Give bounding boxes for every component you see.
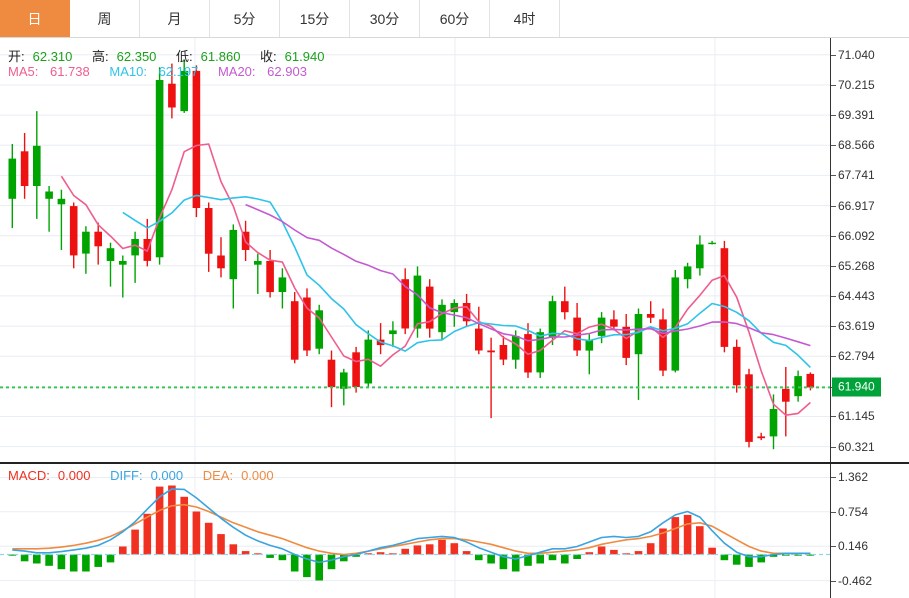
last-price-badge: 61.940: [832, 377, 881, 397]
tab-60min[interactable]: 60分: [420, 0, 490, 37]
price-tickmark: [831, 84, 836, 86]
price-axis-tick: 62.794: [838, 349, 875, 364]
price-axis-tick: 66.092: [838, 228, 875, 243]
price-axis-tick: 68.566: [838, 138, 875, 153]
price-axis-tick: 66.917: [838, 198, 875, 213]
macd-tickmark: [831, 477, 836, 479]
price-tickmark: [831, 54, 836, 56]
tab-60min-label: 60分: [439, 10, 470, 27]
macd-plot-area[interactable]: [0, 464, 830, 598]
tab-30min-label: 30分: [369, 10, 400, 27]
tab-month-label: 月: [167, 10, 182, 27]
price-tickmark: [831, 356, 836, 358]
tab-4hour-label: 4时: [513, 10, 536, 27]
price-tickmark: [831, 295, 836, 297]
tab-5min-label: 5分: [233, 10, 256, 27]
price-tickmark: [831, 416, 836, 418]
price-axis-tick: 69.391: [838, 108, 875, 123]
tab-day[interactable]: 日: [0, 0, 70, 37]
price-axis-tick: 63.619: [838, 319, 875, 334]
macd-svg: [0, 464, 830, 598]
macd-chart-panel[interactable]: 1.362 0.754 0.146 -0.462: [0, 464, 909, 598]
price-tickmark: [831, 265, 836, 267]
price-axis-tick: 64.443: [838, 288, 875, 303]
tab-4hour[interactable]: 4时: [490, 0, 560, 37]
tab-5min[interactable]: 5分: [210, 0, 280, 37]
price-tickmark: [831, 115, 836, 117]
price-tickmark: [831, 175, 836, 177]
price-tickmark: [831, 326, 836, 328]
macd-axis-tick: 1.362: [838, 470, 869, 485]
price-axis-tick: 67.741: [838, 168, 875, 183]
price-tickmark: [831, 235, 836, 237]
macd-tickmark: [831, 546, 836, 548]
price-axis-tick: 60.321: [838, 439, 875, 454]
tab-month[interactable]: 月: [140, 0, 210, 37]
price-axis-tick: 61.145: [838, 409, 875, 424]
price-axis-tick: 70.215: [838, 77, 875, 92]
price-tickmark: [831, 205, 836, 207]
macd-axis-tick: 0.754: [838, 504, 869, 519]
period-tab-bar: 日 周 月 5分 15分 30分 60分 4时: [0, 0, 909, 38]
price-axis-tick: 71.040: [838, 47, 875, 62]
price-tickmark: [831, 145, 836, 147]
macd-axis-tick: -0.462: [838, 573, 873, 588]
price-axis: 71.040 70.215 69.391 68.566 67.741 66.917 66.0…: [830, 38, 909, 462]
price-plot-area[interactable]: [0, 38, 830, 462]
price-axis-tick: 65.268: [838, 258, 875, 273]
macd-axis-tick: 0.146: [838, 539, 869, 554]
price-tickmark: [831, 446, 836, 448]
tab-15min[interactable]: 15分: [280, 0, 350, 37]
tab-30min[interactable]: 30分: [350, 0, 420, 37]
tab-week-label: 周: [97, 10, 112, 27]
candlestick-svg: [0, 38, 830, 462]
tab-15min-label: 15分: [299, 10, 330, 27]
macd-tickmark: [831, 511, 836, 513]
macd-tickmark: [831, 580, 836, 582]
tab-week[interactable]: 周: [70, 0, 140, 37]
price-chart-panel[interactable]: 71.040 70.215 69.391 68.566 67.741 66.917 66.0…: [0, 38, 909, 464]
macd-axis: 1.362 0.754 0.146 -0.462: [830, 464, 909, 598]
tab-day-label: 日: [27, 10, 42, 27]
tab-bar-filler: [560, 0, 909, 37]
